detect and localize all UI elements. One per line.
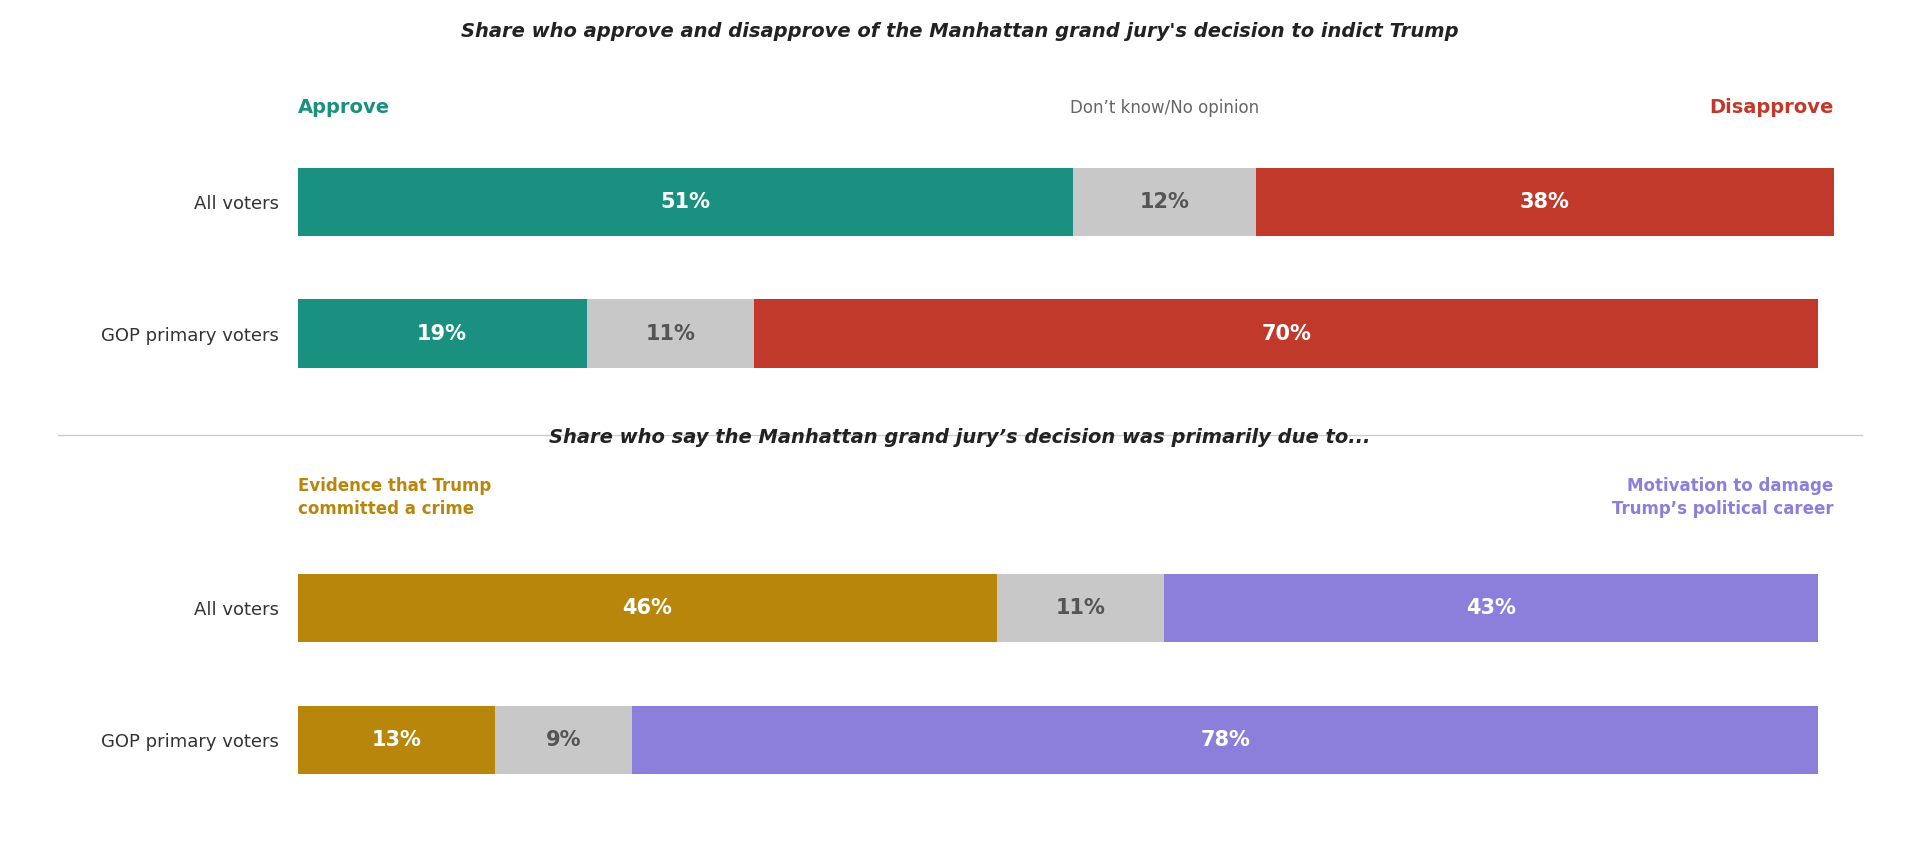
Text: 46%: 46% [622,598,672,618]
Bar [586,300,755,368]
Text: 12%: 12% [1139,192,1188,212]
Text: 9%: 9% [545,730,582,750]
Bar [298,706,495,774]
Text: 43%: 43% [1467,598,1517,618]
Text: 19%: 19% [417,324,467,344]
Text: 11%: 11% [1056,598,1106,618]
Bar [298,574,996,642]
Bar [495,706,632,774]
Text: 70%: 70% [1261,324,1311,344]
Text: Motivation to damage
Trump’s political career: Motivation to damage Trump’s political c… [1613,477,1834,518]
Text: Disapprove: Disapprove [1709,98,1834,117]
Text: 11%: 11% [645,324,695,344]
Text: Evidence that Trump
committed a crime: Evidence that Trump committed a crime [298,477,492,518]
Text: Share who say the Manhattan grand jury’s decision was primarily due to...: Share who say the Manhattan grand jury’s… [549,428,1371,447]
Bar [298,300,586,368]
Text: 78%: 78% [1200,730,1250,750]
Bar [1073,168,1256,236]
Text: Share who approve and disapprove of the Manhattan grand jury's decision to indic: Share who approve and disapprove of the … [461,22,1459,41]
Bar [298,168,1073,236]
Text: 13%: 13% [371,730,420,750]
Bar [1256,168,1834,236]
Bar [1164,574,1818,642]
Text: 38%: 38% [1521,192,1569,212]
Bar [996,574,1164,642]
Bar [755,300,1818,368]
Bar [632,706,1818,774]
Text: 51%: 51% [660,192,710,212]
Text: Approve: Approve [298,98,390,117]
Text: Don’t know/No opinion: Don’t know/No opinion [1069,98,1260,117]
